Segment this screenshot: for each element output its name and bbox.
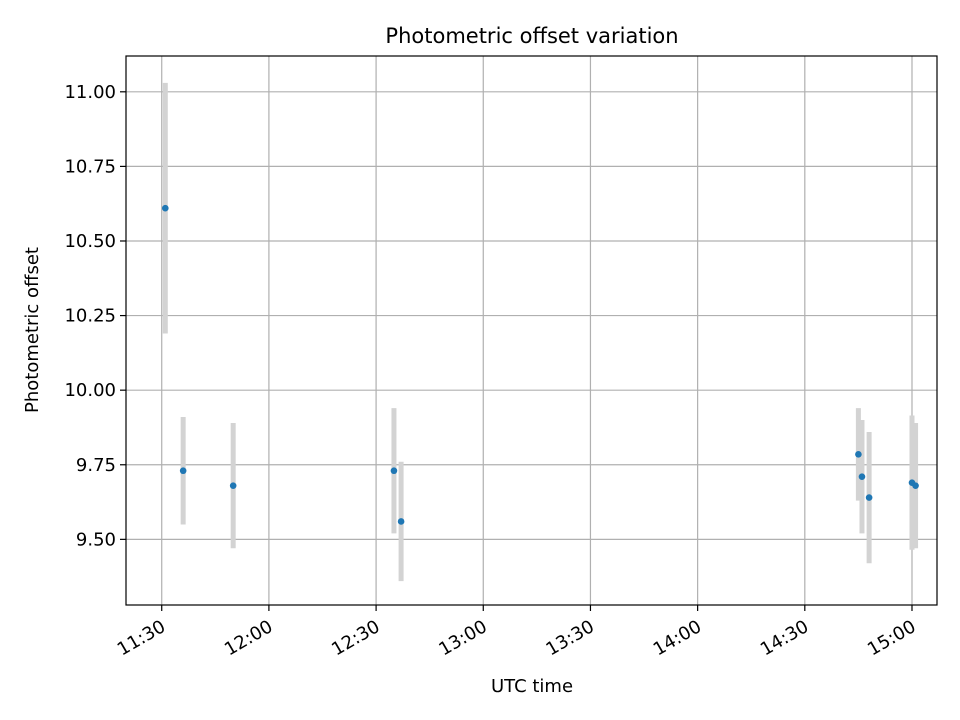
data-point (397, 518, 405, 525)
y-tick-label: 9.50 (76, 529, 116, 550)
chart-title: Photometric offset variation (385, 24, 678, 48)
data-point (858, 473, 866, 481)
x-axis-label: UTC time (491, 676, 573, 697)
data-points (161, 204, 919, 525)
data-point (912, 482, 919, 489)
y-tick-label: 10.75 (64, 156, 116, 177)
y-tick-label: 9.75 (76, 455, 116, 476)
data-point (855, 451, 862, 458)
y-tick-label: 11.00 (64, 82, 116, 103)
y-tick-label: 10.50 (64, 231, 116, 252)
data-point (161, 204, 169, 212)
y-axis-ticks: 9.50 9.75 10.00 10.25 10.50 10.75 11.00 (64, 82, 126, 550)
plot-frame (125, 55, 938, 606)
data-point (390, 467, 398, 475)
grid-lines (126, 56, 937, 605)
y-axis-label: Photometric offset (22, 247, 43, 413)
y-tick-label: 10.00 (64, 380, 116, 401)
y-tick-label: 10.25 (64, 306, 116, 327)
data-point (865, 494, 873, 501)
data-point (229, 482, 237, 489)
data-point (179, 467, 187, 475)
